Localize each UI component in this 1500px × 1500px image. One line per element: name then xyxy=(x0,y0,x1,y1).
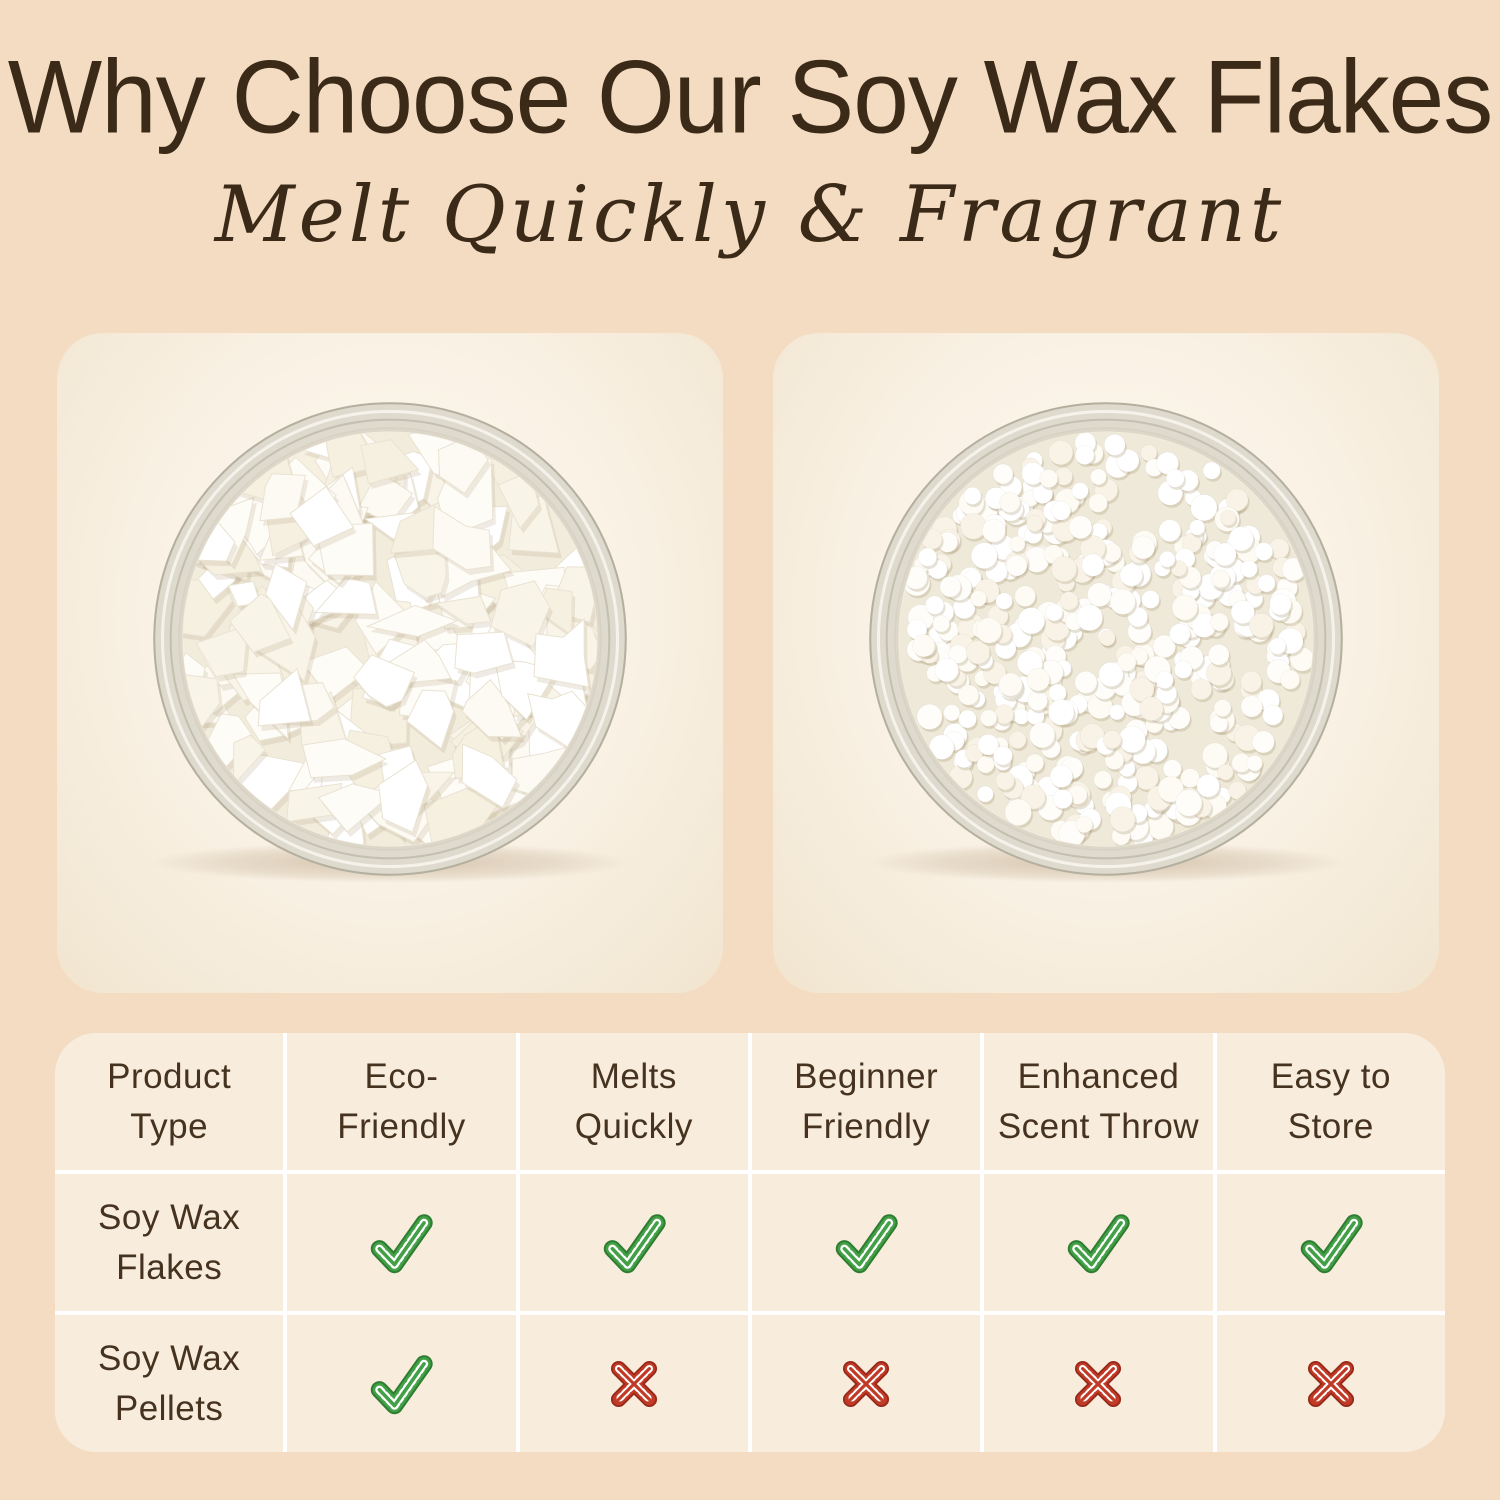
check-icon xyxy=(835,1213,898,1273)
table-value-cell xyxy=(751,1315,981,1452)
table-header-cell: Eco- Friendly xyxy=(287,1033,516,1170)
table-row-label: Soy Wax Flakes xyxy=(55,1174,284,1311)
table-header-cell: Beginner Friendly xyxy=(751,1033,981,1170)
check-icon xyxy=(371,1213,434,1273)
table-value-cell xyxy=(287,1174,516,1311)
table-row-label: Soy Wax Pellets xyxy=(55,1315,284,1452)
table-value-cell xyxy=(287,1315,516,1452)
table-value-cell xyxy=(984,1315,1213,1452)
check-icon xyxy=(603,1213,666,1273)
table-header-cell: Easy to Store xyxy=(1216,1033,1445,1170)
table-value-cell xyxy=(984,1174,1213,1311)
soy-wax-flakes-image xyxy=(150,402,630,883)
table-value-cell xyxy=(1216,1174,1445,1311)
table-value-cell xyxy=(1216,1315,1445,1452)
check-icon xyxy=(371,1354,434,1414)
table-header-cell: Enhanced Scent Throw xyxy=(984,1033,1213,1170)
x-icon xyxy=(1307,1360,1354,1407)
table-value-cell xyxy=(519,1315,748,1452)
pellets-photo-card xyxy=(773,333,1439,993)
x-icon xyxy=(1075,1360,1122,1407)
x-icon xyxy=(610,1360,657,1407)
table-value-cell xyxy=(751,1174,981,1311)
page-title: Why Choose Our Soy Wax Flakes xyxy=(7,38,1493,156)
check-icon xyxy=(1068,1213,1131,1273)
page-subtitle: Melt Quickly & Fragrant xyxy=(214,170,1286,260)
table-value-cell xyxy=(519,1174,748,1311)
x-icon xyxy=(843,1360,890,1407)
comparison-table: Product Type Eco- Friendly Melts Quickly Be… xyxy=(55,1033,1445,1452)
soy-wax-pellets-image xyxy=(866,402,1346,883)
check-icon xyxy=(1300,1213,1363,1273)
table-header-cell: Melts Quickly xyxy=(519,1033,748,1170)
flakes-photo-card xyxy=(57,333,723,993)
table-header-cell: Product Type xyxy=(55,1033,284,1170)
